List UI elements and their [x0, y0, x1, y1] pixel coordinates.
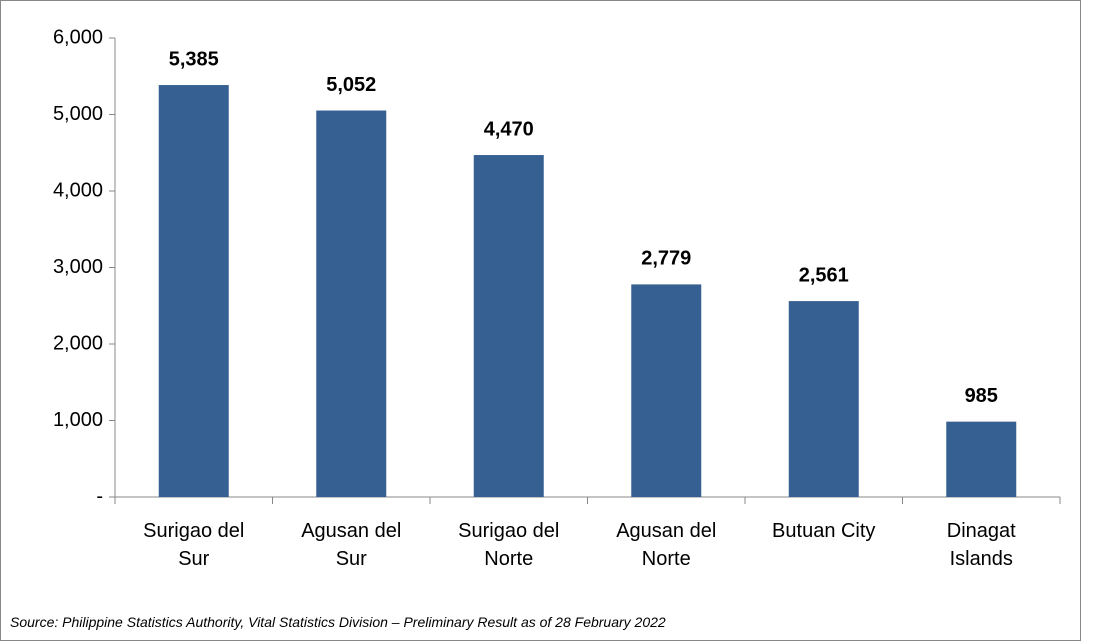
source-note: Source: Philippine Statistics Authority,… — [10, 614, 666, 630]
bar — [788, 301, 859, 497]
bar — [158, 85, 229, 498]
data-label: 985 — [965, 385, 998, 407]
bar — [946, 421, 1017, 497]
bar — [316, 110, 387, 497]
data-label: 5,385 — [169, 48, 219, 70]
x-tick-label: Butuan City — [772, 520, 876, 542]
y-tick-label: 3,000 — [53, 256, 103, 278]
x-tick-label: Dinagat Islands — [946, 520, 1016, 570]
y-tick-label: 2,000 — [53, 332, 103, 354]
data-label: 2,561 — [799, 264, 849, 286]
data-label: 5,052 — [326, 74, 376, 96]
data-label: 2,779 — [641, 248, 691, 270]
y-tick-label: - — [96, 485, 103, 507]
x-tick-label: Surigao del Sur — [143, 520, 245, 570]
y-tick-label: 5,000 — [53, 103, 103, 125]
bar — [473, 155, 544, 498]
y-tick-label: 1,000 — [53, 409, 103, 431]
y-tick-label: 6,000 — [53, 26, 103, 48]
x-tick-label: Agusan del Sur — [301, 520, 402, 570]
x-tick-label: Surigao del Norte — [458, 520, 560, 570]
x-tick-label: Agusan del Norte — [616, 520, 717, 570]
y-tick-label: 4,000 — [53, 179, 103, 201]
data-label: 4,470 — [484, 118, 534, 140]
bar — [631, 284, 702, 497]
